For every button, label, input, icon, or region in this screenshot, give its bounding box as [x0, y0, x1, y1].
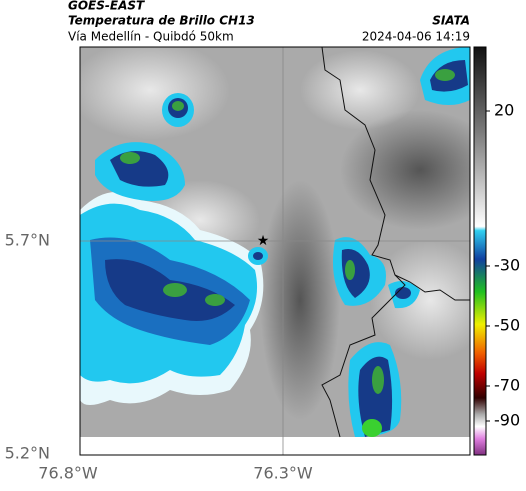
- source: GOES-EAST: [68, 0, 145, 13]
- lat-label: 5.2°N: [5, 444, 50, 463]
- timestamp: 2024-04-06 14:19: [362, 30, 470, 44]
- colorbar-label: -50: [494, 316, 520, 335]
- lat-label: 5.7°N: [5, 231, 50, 250]
- lon-label: 76.8°W: [38, 464, 98, 483]
- colorbar-label: 20: [494, 101, 514, 120]
- colorbar-label: -70: [494, 376, 520, 395]
- colorbar-label: -90: [494, 411, 520, 430]
- subtitle: Vía Medellín - Quibdó 50km: [68, 30, 234, 44]
- satellite-image: [80, 47, 470, 455]
- brand: SIATA: [432, 14, 470, 28]
- colorbar-label: -30: [494, 256, 520, 275]
- map-frame: [79, 46, 471, 456]
- title: Temperatura de Brillo CH13: [68, 14, 255, 28]
- colorbar: [473, 46, 487, 456]
- lon-label: 76.3°W: [253, 464, 313, 483]
- city-marker: ★: [257, 233, 270, 249]
